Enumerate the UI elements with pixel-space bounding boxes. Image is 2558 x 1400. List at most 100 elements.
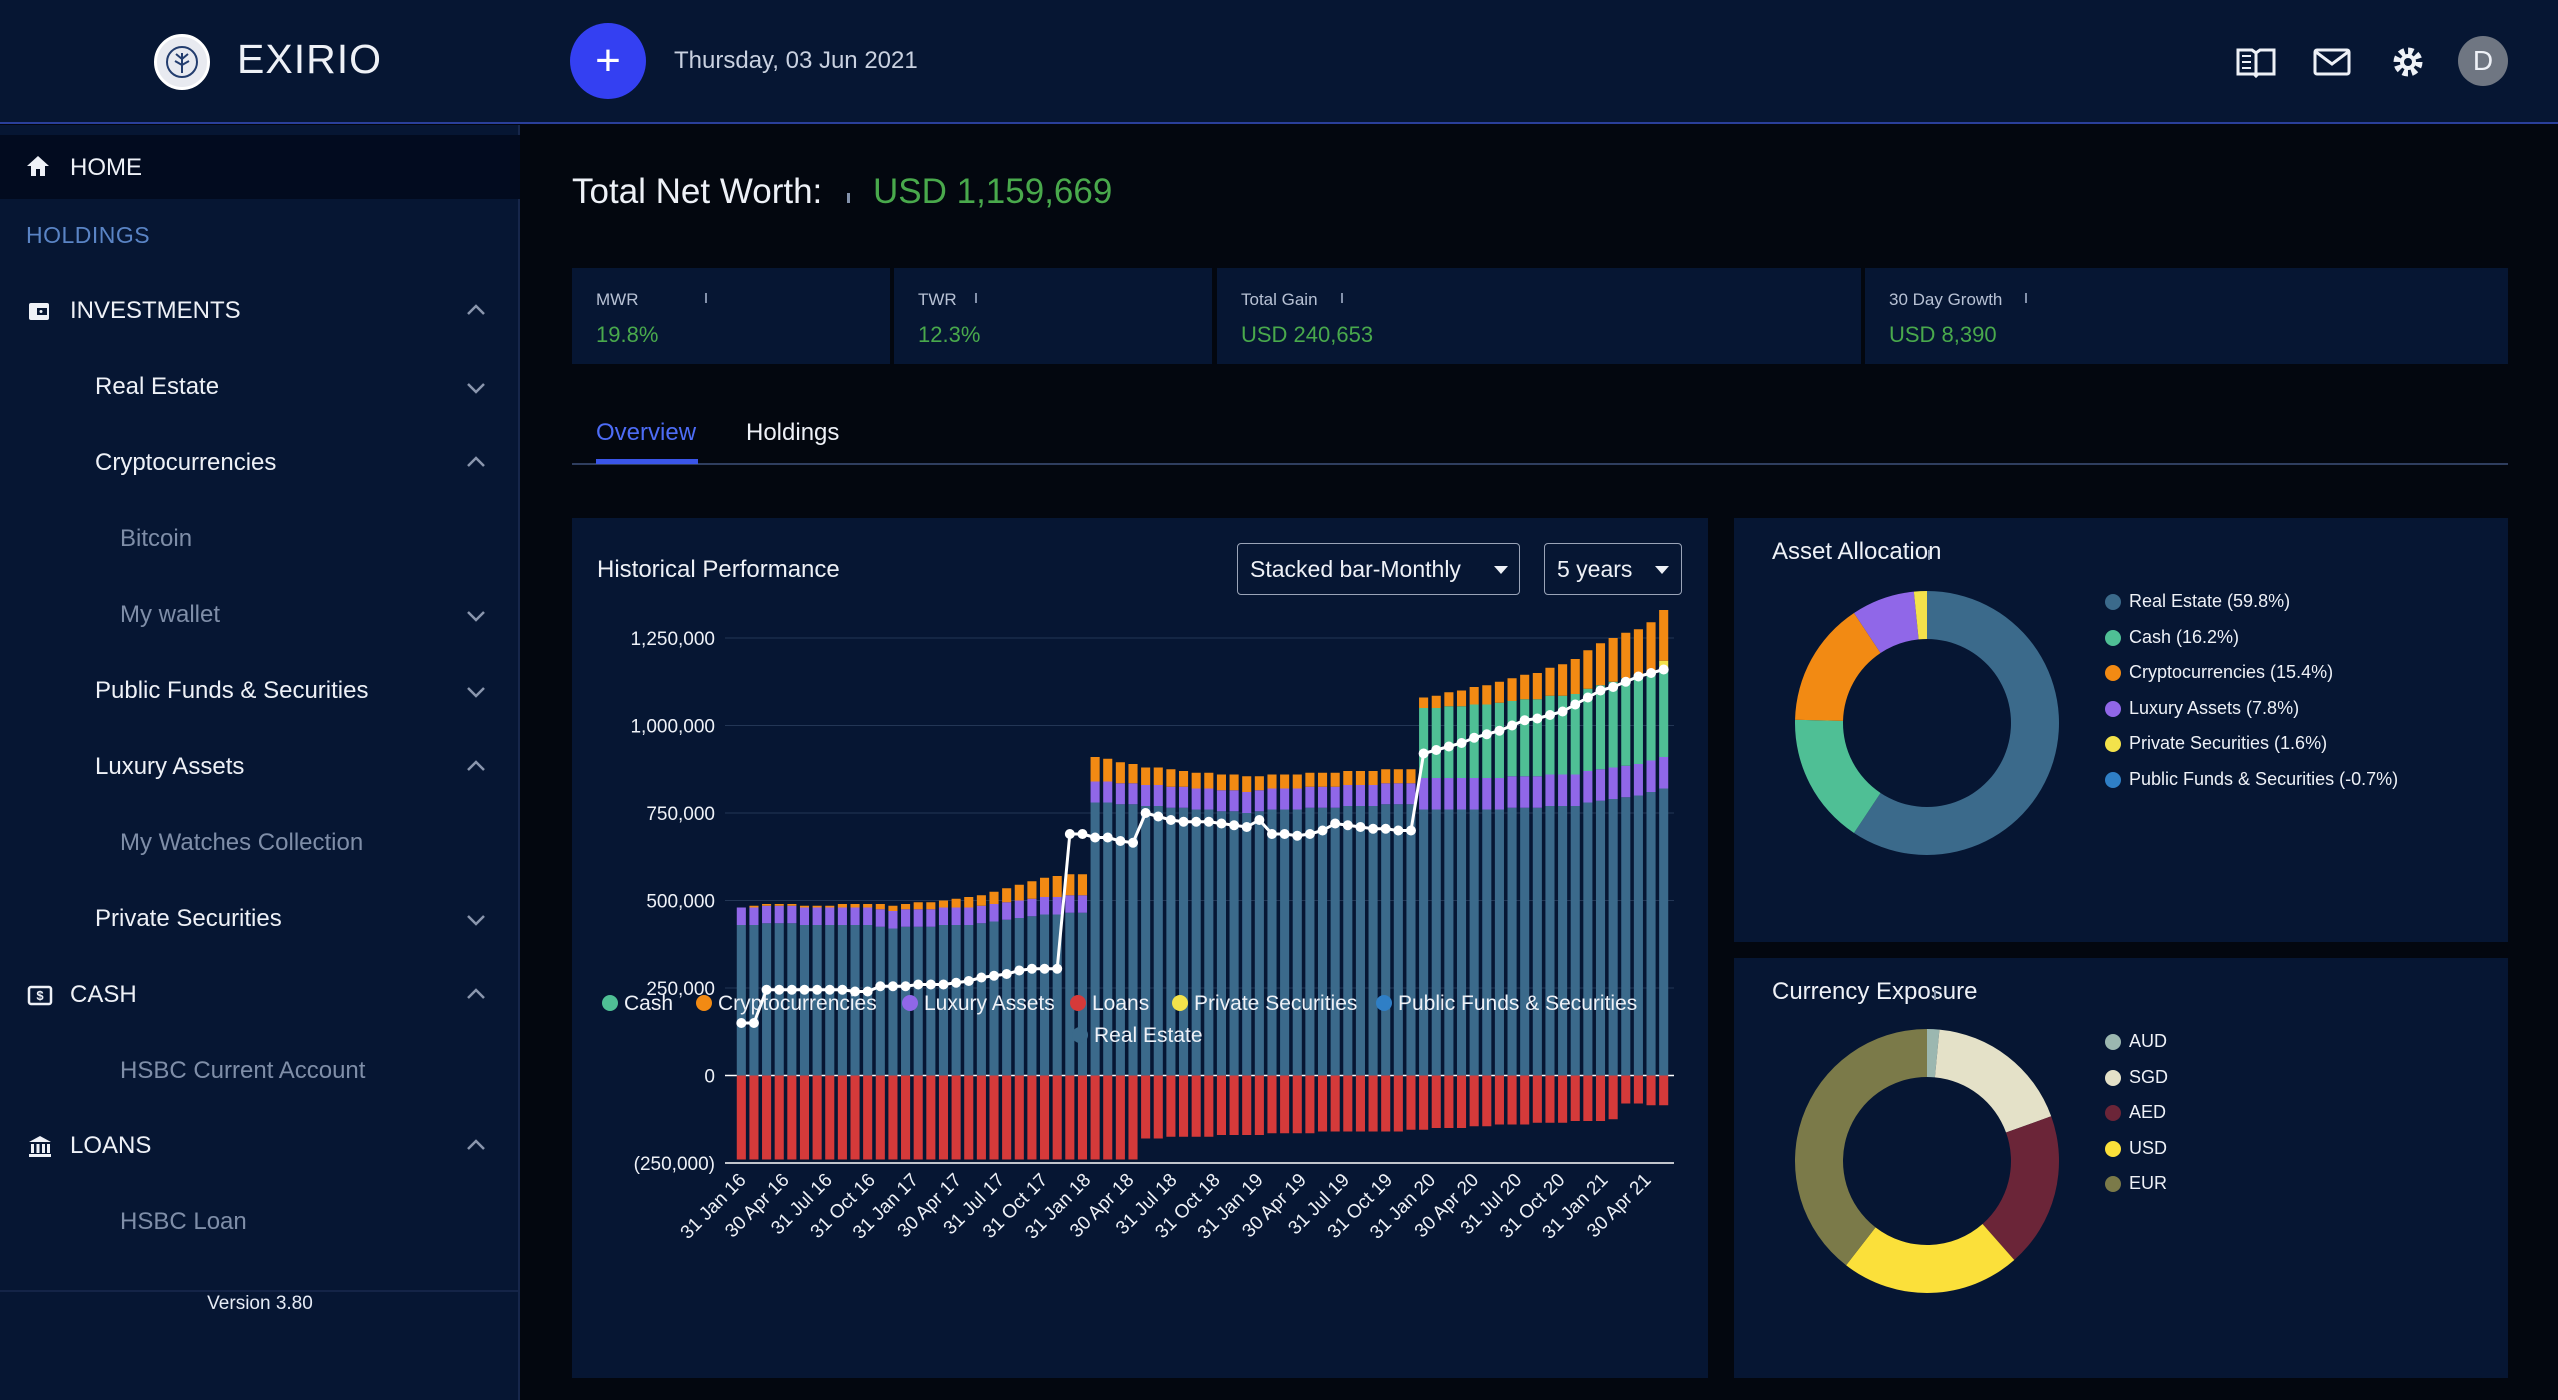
bar-loans[interactable] [1431,1075,1441,1129]
bar-cryptocurrencies[interactable] [837,904,847,908]
bar-real-estate[interactable] [1545,806,1555,1076]
bar-luxury-assets[interactable] [1469,778,1479,810]
bar-luxury-assets[interactable] [825,907,835,926]
bar-cryptocurrencies[interactable] [1659,610,1669,661]
net-worth-point[interactable] [1595,685,1606,696]
mail-icon[interactable] [2310,40,2354,84]
net-worth-point[interactable] [1077,829,1088,839]
bar-loans[interactable] [799,1075,810,1160]
net-worth-point[interactable] [900,981,911,992]
bar-cryptocurrencies[interactable] [1646,622,1656,672]
add-button[interactable]: + [570,23,646,99]
net-worth-point[interactable] [1469,732,1480,743]
bar-cryptocurrencies[interactable] [1431,695,1441,708]
bar-loans[interactable] [1381,1075,1391,1132]
bar-luxury-assets[interactable] [1280,788,1290,810]
bar-loans[interactable] [1305,1075,1315,1134]
bar-luxury-assets[interactable] [951,907,961,926]
avatar[interactable]: D [2458,36,2508,86]
bar-real-estate[interactable] [1292,809,1302,1076]
bar-loans[interactable] [736,1075,746,1160]
bar-loans[interactable] [1280,1075,1290,1134]
net-worth-point[interactable] [1292,830,1303,841]
bar-cryptocurrencies[interactable] [850,904,860,908]
donut-slice[interactable] [1795,1029,1927,1266]
bar-cryptocurrencies[interactable] [1242,776,1252,792]
bar-cryptocurrencies[interactable] [1141,767,1151,786]
bar-loans[interactable] [1267,1075,1277,1134]
bar-loans[interactable] [926,1075,936,1160]
net-worth-point[interactable] [850,986,861,997]
bar-cryptocurrencies[interactable] [787,904,797,906]
bar-loans[interactable] [1507,1075,1517,1125]
bar-cryptocurrencies[interactable] [1002,888,1012,903]
bar-cryptocurrencies[interactable] [1608,638,1618,682]
bar-loans[interactable] [1633,1075,1643,1104]
net-worth-point[interactable] [1304,829,1315,839]
donut-slice[interactable] [1927,1029,1940,1078]
bar-luxury-assets[interactable] [837,907,847,926]
bar-luxury-assets[interactable] [1355,785,1365,806]
bar-cryptocurrencies[interactable] [976,895,986,906]
bar-luxury-assets[interactable] [976,905,986,924]
bar-real-estate[interactable] [863,925,873,1076]
net-worth-point[interactable] [963,976,974,986]
sidebar-item-cash[interactable]: $ CASH [0,965,520,1025]
bar-cryptocurrencies[interactable] [1178,771,1189,787]
bar-luxury-assets[interactable] [1633,764,1643,796]
bar-real-estate[interactable] [837,925,847,1076]
bar-luxury-assets[interactable] [1431,778,1441,810]
bar-luxury-assets[interactable] [1141,785,1151,806]
bar-cryptocurrencies[interactable] [901,904,911,910]
bar-luxury-assets[interactable] [989,904,999,922]
bar-loans[interactable] [1532,1075,1542,1123]
bar-real-estate[interactable] [1469,809,1479,1076]
bar-cryptocurrencies[interactable] [1583,650,1593,689]
bar-cash[interactable] [1570,694,1580,775]
bar-luxury-assets[interactable] [1103,781,1113,803]
chevron-up-icon[interactable] [464,299,488,323]
bar-luxury-assets[interactable] [1621,765,1631,798]
net-worth-point[interactable] [1658,664,1669,675]
bar-cryptocurrencies[interactable] [1014,884,1024,901]
donut-slice[interactable] [1913,591,1927,640]
donut-slice[interactable] [1854,591,2059,855]
bar-cryptocurrencies[interactable] [989,891,999,904]
bar-luxury-assets[interactable] [1153,785,1163,806]
info-icon[interactable] [2025,293,2027,303]
book-icon[interactable] [2234,40,2278,84]
legend-item[interactable]: AUD [2105,1031,2168,1067]
bar-luxury-assets[interactable] [1002,902,1012,920]
bar-luxury-assets[interactable] [1254,790,1264,812]
net-worth-point[interactable] [887,981,898,992]
bar-luxury-assets[interactable] [1128,783,1138,805]
bar-loans[interactable] [1027,1075,1037,1160]
chevron-down-icon[interactable] [464,907,488,931]
bar-loans[interactable] [1178,1075,1189,1137]
bar-loans[interactable] [1393,1075,1403,1132]
bar-cryptocurrencies[interactable] [875,904,885,910]
bar-real-estate[interactable] [1633,795,1643,1076]
bar-cryptocurrencies[interactable] [1330,772,1340,787]
bar-luxury-assets[interactable] [1077,895,1088,913]
bar-real-estate[interactable] [1406,804,1416,1076]
legend-item[interactable]: Luxury Assets (7.8%) [2105,698,2398,734]
net-worth-point[interactable] [837,984,848,995]
bar-loans[interactable] [951,1075,961,1160]
bar-loans[interactable] [749,1075,759,1160]
bar-luxury-assets[interactable] [926,909,936,927]
bar-real-estate[interactable] [787,923,797,1076]
bar-loans[interactable] [1659,1075,1669,1106]
bar-cash[interactable] [1419,708,1429,778]
bar-cryptocurrencies[interactable] [1393,769,1403,784]
net-worth-point[interactable] [1443,741,1454,752]
net-worth-point[interactable] [1279,829,1290,839]
bar-real-estate[interactable] [1128,804,1138,1076]
net-worth-point[interactable] [1355,822,1366,832]
bar-cryptocurrencies[interactable] [964,897,974,908]
bar-loans[interactable] [1456,1075,1467,1129]
net-worth-point[interactable] [736,1018,747,1028]
bar-luxury-assets[interactable] [1444,778,1454,810]
bar-loans[interactable] [1254,1075,1264,1136]
bar-cash[interactable] [1558,695,1568,775]
